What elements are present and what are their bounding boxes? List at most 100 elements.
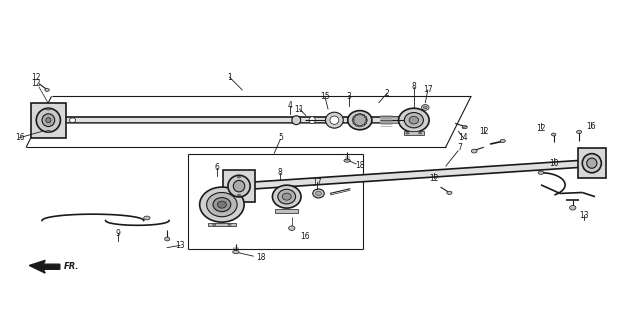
Text: 16: 16 [15, 133, 25, 142]
Polygon shape [64, 117, 401, 123]
Ellipse shape [344, 159, 350, 162]
Polygon shape [578, 148, 606, 179]
Ellipse shape [289, 226, 295, 230]
Ellipse shape [213, 197, 231, 212]
Ellipse shape [206, 193, 237, 217]
Text: 13: 13 [580, 211, 589, 220]
Text: 18: 18 [355, 161, 364, 170]
Ellipse shape [353, 116, 355, 118]
Ellipse shape [217, 201, 226, 208]
Ellipse shape [309, 117, 315, 124]
Ellipse shape [406, 132, 409, 134]
Polygon shape [223, 170, 255, 202]
Text: FR.: FR. [64, 261, 80, 271]
Ellipse shape [278, 189, 296, 204]
Ellipse shape [330, 116, 339, 124]
Ellipse shape [424, 106, 427, 109]
Text: 9: 9 [116, 229, 121, 238]
Ellipse shape [165, 237, 170, 241]
Text: 12: 12 [429, 174, 439, 183]
Text: 2: 2 [385, 89, 389, 98]
Ellipse shape [282, 193, 291, 200]
Ellipse shape [46, 118, 51, 123]
Text: 16: 16 [586, 122, 596, 131]
Text: 12: 12 [31, 73, 40, 82]
Text: 12: 12 [479, 127, 489, 136]
Ellipse shape [362, 124, 364, 126]
Ellipse shape [409, 116, 419, 124]
Text: 12: 12 [536, 124, 546, 132]
Text: 17: 17 [423, 85, 433, 94]
Ellipse shape [352, 119, 354, 121]
Text: 5: 5 [278, 132, 283, 141]
Text: 13: 13 [175, 241, 185, 250]
Ellipse shape [199, 187, 244, 222]
Ellipse shape [447, 191, 452, 195]
Text: 15: 15 [320, 92, 330, 101]
Ellipse shape [47, 130, 50, 132]
Ellipse shape [538, 171, 544, 174]
Ellipse shape [399, 108, 429, 132]
Polygon shape [275, 209, 298, 212]
Text: 7: 7 [457, 143, 462, 152]
Ellipse shape [316, 191, 321, 196]
Ellipse shape [69, 118, 76, 123]
Polygon shape [248, 160, 585, 189]
Ellipse shape [228, 224, 231, 226]
Ellipse shape [355, 114, 358, 116]
Polygon shape [404, 131, 424, 135]
Ellipse shape [353, 123, 355, 124]
Ellipse shape [569, 205, 576, 210]
Text: 4: 4 [287, 101, 292, 110]
Text: 3: 3 [347, 92, 352, 101]
Ellipse shape [552, 133, 556, 136]
Ellipse shape [362, 114, 364, 116]
Ellipse shape [238, 194, 241, 196]
Ellipse shape [36, 108, 61, 132]
Ellipse shape [364, 116, 367, 118]
Ellipse shape [419, 132, 422, 134]
Ellipse shape [422, 105, 429, 110]
Ellipse shape [144, 216, 150, 220]
Ellipse shape [364, 123, 367, 124]
Ellipse shape [462, 125, 467, 129]
Ellipse shape [576, 130, 582, 133]
Text: 10: 10 [549, 159, 559, 168]
Polygon shape [208, 223, 236, 226]
Ellipse shape [213, 224, 216, 226]
Ellipse shape [233, 251, 239, 254]
Text: 18: 18 [257, 253, 266, 262]
Text: 8: 8 [412, 82, 416, 91]
Ellipse shape [238, 176, 241, 178]
Ellipse shape [45, 88, 49, 91]
Ellipse shape [228, 175, 250, 197]
Ellipse shape [355, 124, 358, 126]
Polygon shape [29, 260, 60, 273]
Ellipse shape [292, 116, 301, 124]
Ellipse shape [326, 112, 343, 128]
Ellipse shape [582, 154, 601, 173]
Ellipse shape [471, 149, 477, 153]
Ellipse shape [273, 185, 301, 208]
Text: 12: 12 [31, 79, 40, 88]
Ellipse shape [313, 189, 324, 198]
Text: 17: 17 [312, 178, 322, 187]
Ellipse shape [348, 111, 372, 130]
Ellipse shape [404, 113, 424, 128]
Text: 8: 8 [278, 168, 283, 177]
Text: 14: 14 [459, 133, 468, 142]
Text: 11: 11 [295, 105, 304, 114]
Ellipse shape [47, 108, 50, 110]
Text: 16: 16 [299, 232, 310, 241]
Ellipse shape [233, 180, 245, 192]
Ellipse shape [365, 119, 368, 121]
Ellipse shape [359, 113, 361, 115]
Ellipse shape [42, 114, 55, 126]
Text: 6: 6 [215, 164, 219, 172]
Ellipse shape [359, 125, 361, 127]
Ellipse shape [353, 114, 367, 126]
Ellipse shape [500, 139, 505, 142]
Polygon shape [31, 103, 66, 138]
Text: 1: 1 [227, 73, 232, 82]
Ellipse shape [587, 158, 597, 168]
